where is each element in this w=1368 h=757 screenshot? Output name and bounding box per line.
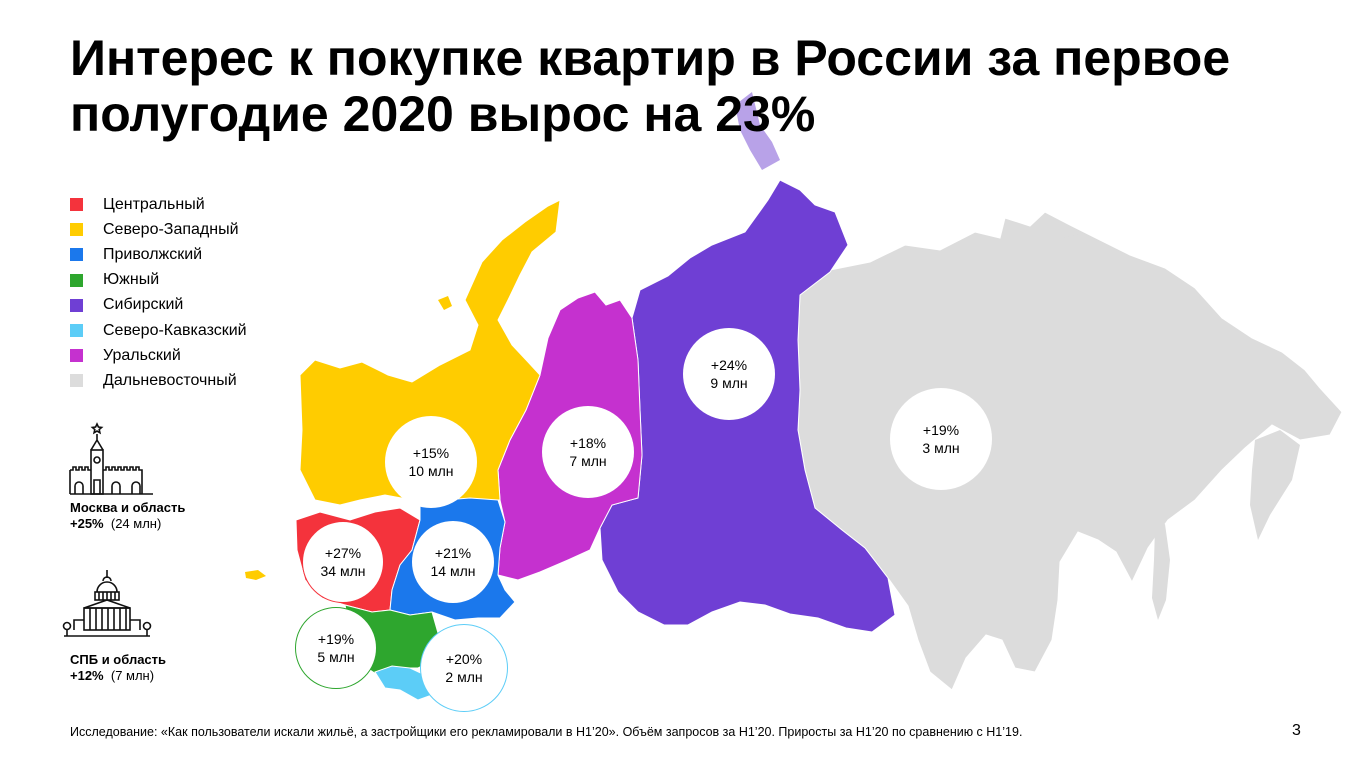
bubble-volume: 7 млн (569, 453, 607, 469)
legend-swatch (70, 198, 83, 212)
bubble-northwest: +15% 10 млн (385, 416, 477, 508)
bubble-volume: 3 млн (922, 440, 960, 456)
bubble-ural: +18% 7 млн (542, 406, 634, 498)
bubble-volume: 2 млн (445, 669, 483, 685)
st-isaac-cathedral-icon (62, 570, 152, 637)
spb-growth: +12% (70, 668, 104, 683)
legend-swatch (70, 374, 83, 388)
legend-swatch (70, 223, 83, 237)
footnote: Исследование: «Как пользователи искали ж… (70, 725, 1023, 739)
islands-new-siberian (1062, 234, 1088, 256)
bubble-volume: 14 млн (430, 563, 476, 579)
bubble-growth: +24% (710, 357, 748, 373)
moscow-caption: Москва и область +25% (24 млн) (70, 500, 185, 532)
legend-item-north-caucasus: Северо-Кавказский (70, 318, 247, 343)
bubble-fareast: +19% 3 млн (890, 388, 992, 490)
legend-swatch (70, 349, 83, 363)
moscow-growth: +25% (70, 516, 104, 531)
bubble-volume: 5 млн (317, 649, 355, 665)
page-number: 3 (1292, 722, 1301, 739)
moscow-volume: (24 млн) (110, 516, 162, 531)
moscow-title: Москва и область (70, 500, 186, 515)
legend-swatch (70, 298, 83, 312)
legend-label: Приволжский (103, 245, 203, 263)
legend-label: Южный (103, 271, 160, 289)
region-northwest (299, 199, 561, 506)
bubble-volume: 10 млн (408, 463, 454, 479)
region-fareast (797, 211, 1343, 691)
bubble-volume: 34 млн (320, 563, 366, 579)
bubble-growth: +19% (317, 631, 355, 647)
bubble-growth: +18% (569, 435, 607, 451)
islands-severnaya-zemlya (735, 92, 780, 170)
spb-volume: (7 млн) (110, 668, 155, 683)
kaliningrad-exclave (245, 570, 266, 580)
bubble-central: +27% 34 млн (302, 521, 384, 603)
bubble-growth: +15% (412, 445, 450, 461)
legend-swatch (70, 324, 83, 338)
legend-swatch (70, 248, 83, 262)
legend-label: Сибирский (103, 296, 184, 314)
legend-item-south: Южный (70, 268, 247, 293)
legend-label: Северо-Кавказский (103, 321, 247, 339)
legend-label: Центральный (103, 195, 205, 213)
legend-item-ural: Уральский (70, 343, 247, 368)
bubble-growth: +20% (445, 651, 483, 667)
bubble-growth: +19% (922, 422, 960, 438)
peninsula-kamchatka (1250, 430, 1300, 540)
legend-swatch (70, 273, 83, 287)
bubble-north-caucasus: +20% 2 млн (420, 624, 508, 712)
legend-item-central: Центральный (70, 192, 247, 217)
bubble-siberia: +24% 9 млн (683, 328, 775, 420)
island-wrangel (1022, 226, 1056, 246)
legend-label: Дальневосточный (103, 371, 237, 389)
bubble-volume: 9 млн (710, 375, 748, 391)
island-sakhalin (1152, 524, 1170, 620)
bubble-south: +19% 5 млн (295, 607, 377, 689)
legend-item-fareast: Дальневосточный (70, 368, 247, 393)
spb-caption: СПБ и область +12% (7 млн) (70, 652, 166, 684)
legend-label: Северо-Западный (103, 220, 239, 238)
legend: Центральный Северо-Западный Приволжский … (70, 192, 247, 394)
legend-item-siberia: Сибирский (70, 293, 247, 318)
island-kolguev (438, 296, 452, 310)
legend-item-volga: Приволжский (70, 242, 247, 267)
page-title: Интерес к покупке квартир в России за пе… (70, 30, 1231, 142)
bubble-growth: +27% (324, 545, 362, 561)
kremlin-icon (69, 422, 153, 495)
legend-label: Уральский (103, 346, 181, 364)
bubble-growth: +21% (434, 545, 472, 561)
spb-title: СПБ и область (70, 652, 167, 667)
bubble-volga: +21% 14 млн (412, 521, 494, 603)
legend-item-northwest: Северо-Западный (70, 217, 247, 242)
